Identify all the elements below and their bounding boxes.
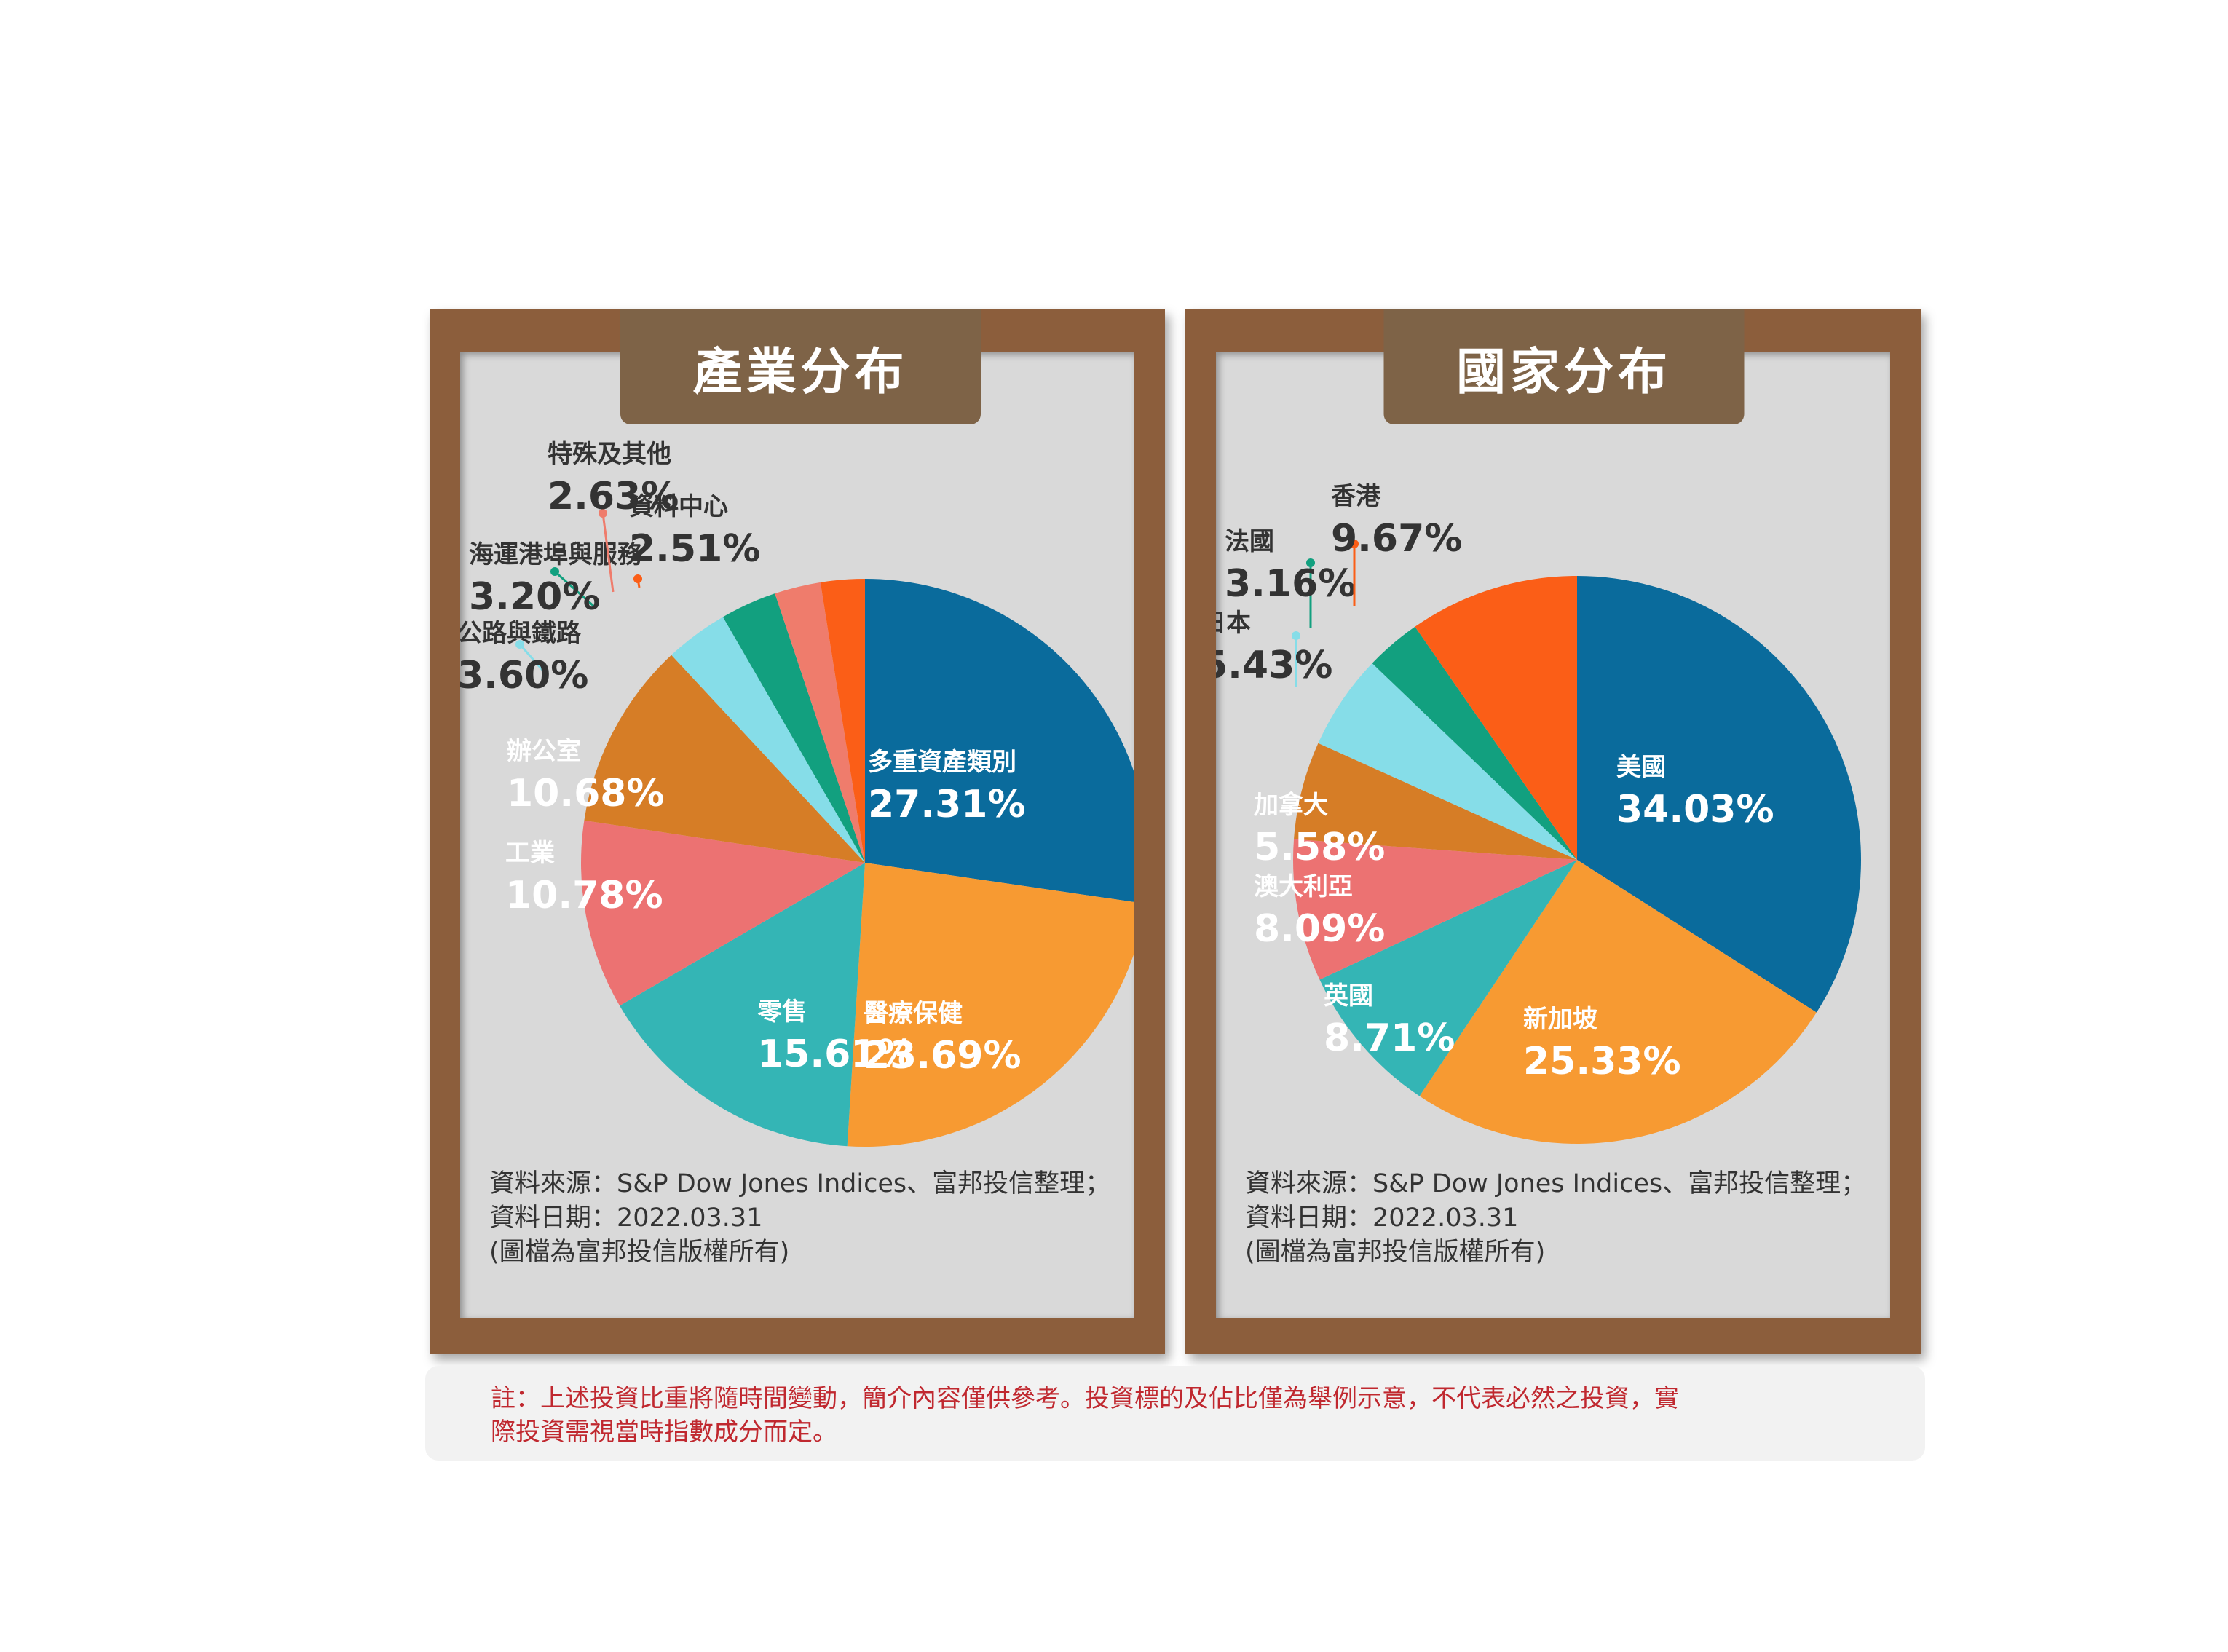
leader-line	[554, 570, 595, 608]
pie-slice	[584, 655, 865, 863]
source-line-3: (圖檔為富邦投信版權所有)	[1245, 1238, 1546, 1267]
pie-slice	[671, 617, 865, 863]
pie-slice	[1372, 626, 1577, 860]
slice-value: 10.78%	[505, 874, 663, 917]
country-distribution-frame: 美國 34.03% 新加坡 25.33% 英國 8.71% 澳大利亞 8.09% 加拿大 5.58…	[1185, 309, 1921, 1354]
pie-slice	[775, 582, 865, 863]
slice-label: 日本	[1216, 609, 1251, 638]
pie-slice	[1577, 576, 1861, 1013]
source-line-1: 資料來源：S&P Dow Jones Indices、富邦投信整理；	[1245, 1169, 1867, 1198]
country-panel: 美國 34.03% 新加坡 25.33% 英國 8.71% 澳大利亞 8.09% 加拿大 5.58…	[1216, 352, 1890, 1318]
pie-slice	[1318, 663, 1577, 860]
industry-pie-chart: 多重資產類別 27.31% 醫療保健 23.69% 零售 15.61% 工業 10.78% 辦公…	[460, 440, 1134, 1147]
leader-dot	[633, 574, 642, 583]
slice-label: 英國	[1324, 981, 1373, 1011]
disclaimer-note: 註：上述投資比重將隨時間變動，簡介內容僅供參考。投資標的及佔比僅為舉例示意，不代…	[425, 1366, 1925, 1461]
source-line-3: (圖檔為富邦投信版權所有)	[489, 1238, 790, 1267]
slice-value: 9.67%	[1331, 517, 1462, 561]
slice-value: 3.20%	[469, 575, 600, 619]
slice-value: 10.68%	[507, 772, 665, 815]
slice-label: 資料中心	[629, 492, 728, 521]
source-line-2: 資料日期：2022.03.31	[489, 1204, 763, 1233]
pie-slice	[820, 579, 865, 863]
leader-dot	[1306, 558, 1315, 567]
slice-label: 澳大利亞	[1254, 872, 1353, 901]
country-source-note: 資料來源：S&P Dow Jones Indices、富邦投信整理； 資料日期：…	[1245, 1167, 1866, 1270]
pie-slice	[1294, 743, 1577, 860]
pie-slice	[1293, 839, 1577, 980]
pie-slice	[1419, 860, 1817, 1144]
slice-value: 5.58%	[1254, 826, 1385, 869]
industry-panel: 多重資產類別 27.31% 醫療保健 23.69% 零售 15.61% 工業 10.78% 辦公…	[460, 352, 1134, 1318]
disclaimer-line-2: 際投資需視當時指數成分而定。	[491, 1418, 837, 1447]
disclaimer-line-1: 註：上述投資比重將隨時間變動，簡介內容僅供參考。投資標的及佔比僅為舉例示意，不代…	[491, 1384, 1679, 1413]
slice-value: 8.09%	[1254, 907, 1385, 951]
slice-label: 公路與鐵路	[460, 619, 582, 648]
slice-label: 法國	[1225, 527, 1274, 556]
slice-label: 多重資產類別	[868, 748, 1016, 777]
slice-value: 34.03%	[1616, 788, 1774, 831]
leader-dot	[1350, 540, 1359, 548]
country-title: 國家分布	[1383, 309, 1745, 424]
slice-label: 工業	[505, 839, 555, 868]
slice-label: 醫療保健	[864, 999, 963, 1028]
slice-value: 3.16%	[1225, 562, 1356, 606]
slice-value: 25.33%	[1523, 1040, 1681, 1083]
industry-title: 產業分布	[620, 309, 981, 424]
slice-label: 辦公室	[507, 737, 581, 766]
slice-value: 15.61%	[757, 1032, 915, 1076]
slice-label: 特殊及其他	[548, 440, 671, 469]
slice-value: 5.43%	[1216, 644, 1332, 687]
slice-label: 香港	[1331, 482, 1381, 511]
source-line-2: 資料日期：2022.03.31	[1245, 1204, 1519, 1233]
country-pie-chart: 美國 34.03% 新加坡 25.33% 英國 8.71% 澳大利亞 8.09% 加拿大 5.58…	[1216, 482, 1861, 1144]
slice-label: 美國	[1616, 753, 1666, 782]
slice-label: 海運港埠與服務	[469, 540, 643, 569]
leader-line	[601, 513, 615, 593]
pie-slice	[1319, 860, 1577, 1096]
slice-value: 2.63%	[548, 475, 679, 518]
pie-slice	[581, 820, 865, 1006]
leader-line	[518, 644, 548, 675]
leader-dot	[550, 567, 559, 576]
slice-value: 27.31%	[868, 783, 1026, 826]
slice-label: 加拿大	[1254, 791, 1328, 820]
pie-slice	[865, 579, 1134, 903]
pie-slice	[1415, 576, 1577, 860]
pie-slice	[847, 863, 1134, 1147]
slice-label: 零售	[757, 997, 807, 1027]
industry-source-note: 資料來源：S&P Dow Jones Indices、富邦投信整理； 資料日期：…	[489, 1167, 1110, 1270]
industry-distribution-frame: 多重資產類別 27.31% 醫療保健 23.69% 零售 15.61% 工業 10.78% 辦公…	[430, 309, 1165, 1354]
leader-dot	[515, 640, 524, 649]
slice-value: 8.71%	[1324, 1016, 1455, 1060]
leader-dot	[599, 509, 607, 518]
source-line-1: 資料來源：S&P Dow Jones Indices、富邦投信整理；	[489, 1169, 1111, 1198]
slice-label: 新加坡	[1523, 1005, 1597, 1034]
slice-value: 2.51%	[629, 527, 760, 571]
leader-dot	[1292, 631, 1300, 640]
slice-value: 3.60%	[460, 654, 588, 697]
slice-value: 23.69%	[864, 1034, 1022, 1078]
pie-slice	[620, 863, 865, 1147]
pie-slice	[722, 593, 865, 863]
